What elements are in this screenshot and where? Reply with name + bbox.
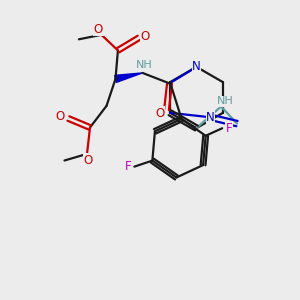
Polygon shape bbox=[115, 73, 142, 82]
Text: NH: NH bbox=[136, 59, 152, 70]
Text: F: F bbox=[124, 160, 131, 173]
Text: O: O bbox=[155, 107, 164, 120]
Text: NH: NH bbox=[217, 96, 234, 106]
Text: N: N bbox=[192, 60, 201, 74]
Text: O: O bbox=[94, 23, 103, 36]
Text: O: O bbox=[56, 110, 64, 123]
Text: F: F bbox=[225, 122, 232, 135]
Text: N: N bbox=[206, 111, 215, 124]
Text: O: O bbox=[140, 30, 149, 43]
Text: O: O bbox=[84, 154, 93, 167]
